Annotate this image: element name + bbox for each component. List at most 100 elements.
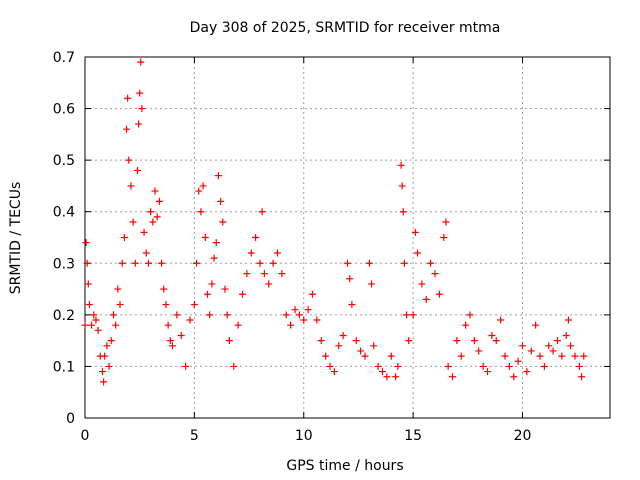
- data-point: [162, 301, 170, 309]
- data-point: [206, 311, 214, 319]
- data-point: [131, 259, 139, 267]
- data-point: [158, 259, 166, 267]
- data-point: [564, 316, 572, 324]
- x-tick-label: 15: [404, 428, 422, 444]
- data-point: [488, 331, 496, 339]
- data-point: [85, 301, 93, 309]
- data-point: [580, 352, 588, 360]
- data-point: [258, 208, 266, 216]
- data-point: [160, 285, 168, 293]
- data-point: [346, 275, 354, 283]
- data-point: [562, 331, 570, 339]
- data-point: [403, 311, 411, 319]
- y-tick-label: 0.4: [53, 205, 75, 221]
- data-point: [112, 321, 120, 329]
- axis-ticks: 0 0.1 0.2 0.3 0.4 0.5 0.6 0.7 0 5 10 15 20: [53, 50, 610, 444]
- data-point: [540, 362, 548, 370]
- data-point: [103, 342, 111, 350]
- data-point: [575, 362, 583, 370]
- data-point: [466, 311, 474, 319]
- data-point: [166, 337, 174, 345]
- data-point: [129, 218, 137, 226]
- chart-title: Day 308 of 2025, SRMTID for receiver mtm…: [190, 20, 501, 36]
- data-point: [82, 239, 90, 247]
- data-point: [247, 249, 255, 257]
- data-point: [94, 326, 102, 334]
- data-point: [125, 156, 133, 164]
- data-point: [304, 306, 312, 314]
- data-point: [339, 331, 347, 339]
- data-point: [239, 290, 246, 298]
- data-point: [431, 270, 439, 278]
- data-point: [204, 290, 211, 298]
- data-point: [326, 362, 334, 370]
- data-point: [397, 161, 405, 169]
- data-point: [457, 352, 465, 360]
- data-point: [109, 311, 117, 319]
- data-point: [405, 337, 413, 345]
- data-point: [510, 373, 518, 381]
- data-point: [505, 362, 513, 370]
- data-point: [212, 239, 220, 247]
- x-tick-label: 10: [295, 428, 313, 444]
- data-point: [409, 311, 417, 319]
- y-tick-label: 0.6: [53, 102, 75, 118]
- data-point: [99, 368, 106, 376]
- data-point: [153, 213, 161, 221]
- data-point: [144, 259, 152, 267]
- data-point: [274, 249, 281, 257]
- data-point: [210, 254, 218, 262]
- data-point: [497, 316, 505, 324]
- data-point: [578, 373, 586, 381]
- data-point: [136, 89, 144, 97]
- data-point: [492, 337, 500, 345]
- grid: [85, 57, 610, 418]
- data-point: [256, 259, 264, 267]
- y-axis-label: SRMTID / TECUs: [8, 182, 24, 295]
- data-point: [449, 373, 456, 381]
- x-axis-label: GPS time / hours: [286, 458, 403, 474]
- data-point: [387, 352, 395, 360]
- data-point: [84, 280, 92, 288]
- data-point: [217, 197, 225, 205]
- data-point: [234, 321, 242, 329]
- data-point: [317, 337, 325, 345]
- data-point: [370, 342, 378, 350]
- data-point: [440, 234, 448, 241]
- data-point: [532, 321, 540, 329]
- data-point: [120, 234, 128, 241]
- data-point: [514, 357, 522, 365]
- data-point: [435, 290, 443, 298]
- x-tick-label: 20: [514, 428, 532, 444]
- data-point: [442, 218, 450, 226]
- y-tick-label: 0.1: [53, 359, 75, 375]
- data-point: [309, 290, 316, 298]
- data-point: [124, 94, 132, 102]
- data-point: [361, 352, 369, 360]
- data-point: [300, 316, 308, 324]
- data-point: [352, 337, 360, 345]
- data-point: [549, 347, 557, 355]
- data-point: [151, 187, 159, 195]
- data-point: [208, 280, 216, 288]
- data-point: [164, 321, 172, 329]
- data-point: [365, 259, 373, 267]
- data-point: [142, 249, 150, 257]
- data-point: [313, 316, 321, 324]
- data-point: [182, 362, 190, 370]
- data-point: [138, 105, 146, 113]
- data-point: [105, 362, 113, 370]
- data-point: [571, 352, 579, 360]
- data-point: [475, 347, 483, 355]
- data-point: [90, 311, 98, 319]
- data-point: [470, 337, 478, 345]
- data-point: [252, 234, 260, 241]
- y-tick-label: 0: [66, 411, 75, 427]
- data-point: [147, 208, 155, 216]
- data-point: [282, 311, 290, 319]
- data-point: [427, 259, 435, 267]
- data-point: [418, 280, 426, 288]
- data-point: [536, 352, 544, 360]
- data-point: [344, 259, 351, 267]
